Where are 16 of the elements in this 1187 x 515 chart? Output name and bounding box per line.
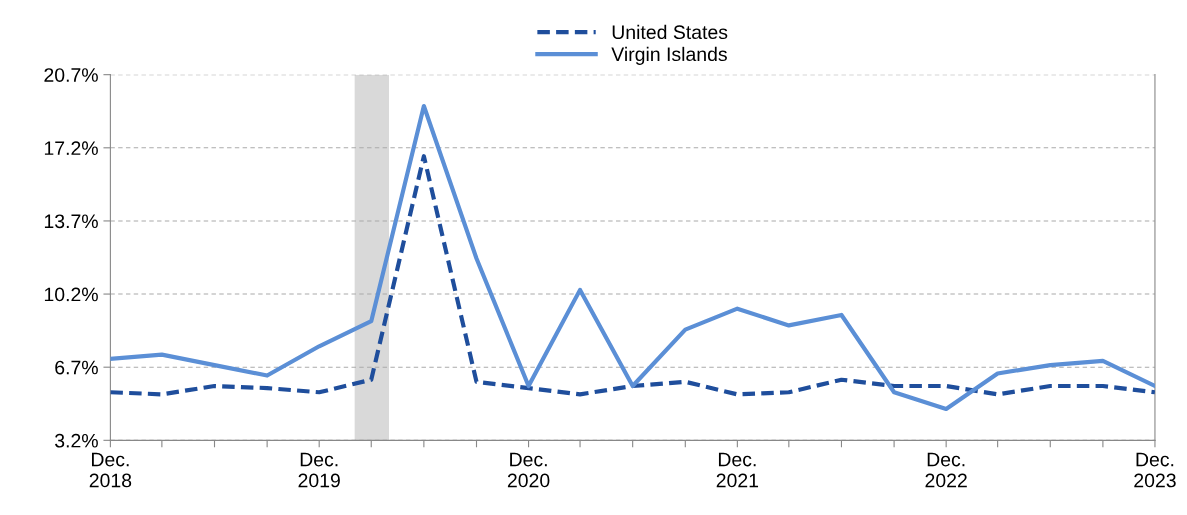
line-series	[110, 154, 1155, 397]
y-tick-label: 10.2%	[44, 287, 98, 302]
legend-label: United States	[612, 24, 728, 40]
x-tick-label: Dec. 2018	[89, 452, 132, 488]
y-tick-label: 3.2%	[55, 433, 98, 448]
y-tick-label: 17.2%	[44, 141, 98, 155]
x-tick-label: Dec. 2023	[1134, 452, 1176, 488]
legend-label: Virgin Islands	[611, 46, 727, 65]
x-tick-label: Dec. 2019	[298, 452, 340, 488]
x-tick-label: Dec. 2020	[507, 452, 550, 488]
x-tick-label: Dec. 2022	[925, 452, 967, 488]
y-tick-label: 6.7%	[55, 360, 98, 375]
x-tick-label: Dec. 2021	[716, 452, 759, 488]
y-tick-label: 20.7%	[44, 68, 98, 82]
y-tick-label: 13.7%	[44, 214, 98, 229]
line-series	[110, 103, 1155, 412]
